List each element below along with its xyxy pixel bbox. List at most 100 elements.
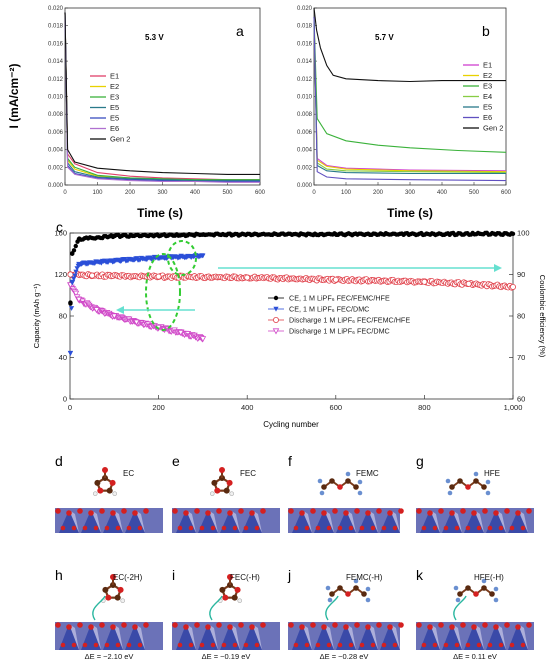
panel-j-bond-arrow <box>325 595 339 621</box>
panel-d-molecule-hydrogen <box>112 491 117 496</box>
panel-f-slab-surface-oxygen <box>310 508 316 514</box>
panel-f-slab-lower-oxygen <box>337 525 343 531</box>
c-legend-label-1: CE, 1 M LiPF₆ FEC/FEMC/HFE <box>289 294 390 303</box>
a-series-line-4 <box>64 12 260 182</box>
panel-h-slab-surface-oxygen <box>88 624 94 630</box>
panel-k-molecule-atom <box>489 591 495 597</box>
panel-f-slab-surface-oxygen <box>376 508 382 514</box>
b-legend-label-4: E4 <box>483 92 492 101</box>
c-y-tick-label: 120 <box>54 270 67 279</box>
c-data-point-1 <box>68 301 73 306</box>
panel-k-molecule-atom <box>465 585 471 591</box>
c-x-tick-label: 400 <box>241 403 254 412</box>
panel-d-slab-facet <box>69 510 79 533</box>
panel-g-molecule-fluorine <box>485 479 491 485</box>
panel-i-slab-surface-oxygen <box>172 622 178 628</box>
c-data-point-3 <box>155 273 162 280</box>
panel-h-slab-lower-oxygen <box>104 642 110 648</box>
panel-e-molecule-hydrogen <box>229 491 234 496</box>
c-y2-tick-label: 80 <box>517 312 525 321</box>
panel-g-slab-lower-oxygen <box>421 525 427 531</box>
a-x-tick-label: 500 <box>222 190 233 196</box>
panel-h-slab-surface-oxygen <box>121 622 127 628</box>
panel-d-slab-surface-oxygen <box>88 510 94 516</box>
panel-j-molecule-fluorine <box>327 597 333 603</box>
b-y-tick-label: 0.002 <box>297 165 313 171</box>
panel-h-slab <box>55 622 163 650</box>
panel-g-slab-surface-oxygen <box>493 510 499 516</box>
c-data-point-3 <box>244 274 251 281</box>
panel-g-slab-lower-oxygen <box>520 525 526 531</box>
panel-h: h EC(-2H) ΔE = −2.10 eV <box>55 567 163 661</box>
panel-d-slab-lower-oxygen <box>71 525 77 531</box>
panel-c: c 0 40 80 120 160 60 70 80 90 100 0 200 400 600 800 1… <box>32 219 547 429</box>
b-y-tick-label: 0.016 <box>297 41 313 47</box>
panel-e-molecule-atom <box>226 479 233 486</box>
panel-c-letter: c <box>56 219 63 235</box>
c-data-point-2 <box>111 258 117 264</box>
b-y-tick-label: 0.004 <box>297 148 313 154</box>
panel-b-voltage: 5.7 V <box>375 33 394 42</box>
panel-i-molecule-atom <box>234 586 241 593</box>
c-marker-1 <box>73 243 78 249</box>
a-series-line-6 <box>64 12 260 183</box>
panel-k-bond-arrow <box>453 595 467 621</box>
panel-k-slab-surface-oxygen <box>438 622 444 628</box>
panel-f-molecule-atom <box>321 484 327 490</box>
panel-k-molecule-atom <box>473 591 479 597</box>
panel-k-slab-surface-oxygen <box>427 624 433 630</box>
c-data-point-4 <box>177 329 185 337</box>
panel-g-letter: g <box>416 453 424 469</box>
panel-f-molecule-fluorine <box>345 471 351 477</box>
a-y-tick-label: 0.018 <box>48 24 64 30</box>
panel-i-label: FEC(-H) <box>230 573 260 582</box>
panel-a-x-ticks: 0 100 200 300 400 500 600 <box>63 182 266 196</box>
panel-k-slab-lower-oxygen <box>432 642 438 648</box>
c-y-tick-label: 80 <box>59 312 67 321</box>
panel-i-slab-surface-oxygen <box>249 624 255 630</box>
panel-e-slab-surface-oxygen <box>238 508 244 514</box>
c-y-tick-label: 40 <box>59 353 67 362</box>
panel-d-slab-surface-oxygen <box>55 508 61 514</box>
panel-c-series <box>67 230 516 356</box>
panel-i-slab-lower-oxygen <box>221 642 227 648</box>
panel-k-slab-surface-oxygen <box>471 624 477 630</box>
c-data-point-3 <box>67 271 74 278</box>
panel-f-slab-surface-oxygen <box>398 508 404 514</box>
c-data-point-1 <box>76 237 82 242</box>
panel-k-molecule <box>453 578 499 603</box>
panel-f-label: FEMC <box>356 469 379 478</box>
b-x-tick-label: 500 <box>469 190 480 196</box>
panel-f-slab-surface-oxygen <box>343 510 349 516</box>
a-y-tick-label: 0.020 <box>48 6 64 12</box>
highlight-ellipse-capacity <box>145 253 181 331</box>
c-y2-tick-label: 70 <box>517 353 525 362</box>
c-data-point-3 <box>509 283 516 290</box>
panel-e-slab-lower-oxygen <box>232 525 238 531</box>
panel-f-slab-lower-oxygen <box>326 525 332 531</box>
panel-j: j FEMC(-H) ΔE = −0.28 eV <box>287 567 404 661</box>
panel-g-slab-lower-oxygen <box>476 525 482 531</box>
panel-g-slab-lower-oxygen <box>443 525 449 531</box>
panel-e-slab-lower-oxygen <box>243 525 249 531</box>
highlight-ellipse-ce <box>167 240 197 276</box>
a-y-tick-label: 0.016 <box>48 41 64 47</box>
c-data-point-1 <box>333 232 338 237</box>
b-y-tick-label: 0.018 <box>297 24 313 30</box>
b-x-tick-label: 600 <box>501 190 512 196</box>
panel-d-molecule-atom <box>94 479 101 486</box>
panel-k-slab-lower-oxygen <box>443 642 449 648</box>
c-data-point-4 <box>133 319 140 326</box>
a-y-tick-label: 0.008 <box>48 112 64 118</box>
panel-j-molecule-atom <box>329 591 335 597</box>
b-legend-label-5: E5 <box>483 103 492 112</box>
b-y-tick-label: 0.020 <box>297 6 313 12</box>
b-y-tick-label: 0.012 <box>297 77 313 83</box>
panel-c-y-label: Capacity (mAh g⁻¹) <box>32 283 41 348</box>
panel-g-slab-surface-oxygen <box>438 508 444 514</box>
panel-e-slab-surface-oxygen <box>205 510 211 516</box>
panel-h-slab-lower-oxygen <box>82 642 88 648</box>
panel-j-slab-facet <box>390 624 400 650</box>
panel-k-molecule-atom <box>481 585 487 591</box>
a-legend-label-3: E3 <box>110 93 119 102</box>
